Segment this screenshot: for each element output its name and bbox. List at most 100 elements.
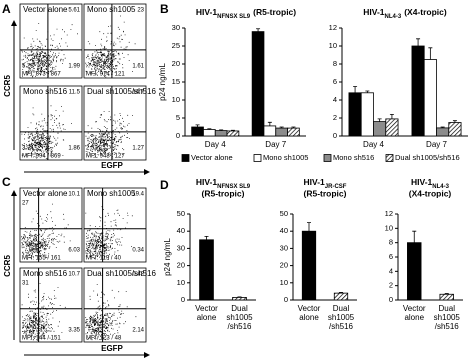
panel-label: B bbox=[160, 2, 169, 16]
label-line: alone bbox=[299, 313, 319, 322]
legend-swatch bbox=[385, 154, 394, 162]
x-tick-label: Day 4 bbox=[363, 140, 384, 149]
mfi-label: MFI: 155 / 161 bbox=[22, 256, 61, 262]
y-tick-label: 6 bbox=[389, 252, 393, 261]
label-line: Vector bbox=[403, 304, 426, 313]
quadrant-percent: 1.27 bbox=[132, 146, 144, 152]
error-bar bbox=[428, 47, 433, 60]
label-line: /sh516 bbox=[435, 322, 460, 331]
mfi-label: MFI: 144 / 151 bbox=[22, 336, 61, 342]
y-tick-label: 0 bbox=[181, 295, 185, 304]
quadrant-percent: 10.1 bbox=[68, 192, 80, 198]
error-bar bbox=[353, 86, 358, 93]
legend-swatch bbox=[181, 154, 190, 162]
quadrant-percent: 2.52 bbox=[86, 146, 98, 152]
y-tick-label: 6 bbox=[333, 77, 337, 86]
error-bar bbox=[307, 222, 311, 232]
label-line: Dual bbox=[231, 304, 248, 313]
axis-label: EGFP bbox=[101, 161, 123, 170]
bar bbox=[275, 127, 288, 137]
error-bar bbox=[195, 124, 200, 127]
axis-label: CCR5 bbox=[3, 75, 12, 97]
label-line: sh1005 bbox=[434, 313, 461, 322]
bar bbox=[348, 92, 362, 137]
y-tick-label: 20 bbox=[172, 59, 180, 68]
y-tick-label: 10 bbox=[177, 278, 185, 287]
label-line: Vector bbox=[195, 304, 218, 313]
label-line: alone bbox=[404, 313, 424, 322]
y-tick-label: 10 bbox=[280, 278, 288, 287]
legend-label: Dual sh1005/sh516 bbox=[395, 153, 460, 162]
y-tick-label: 20 bbox=[280, 261, 288, 270]
plot-title: Mono sh516 bbox=[23, 269, 68, 278]
y-tick-label: 8 bbox=[389, 238, 393, 247]
error-bar bbox=[444, 293, 449, 295]
y-tick-label: 30 bbox=[177, 243, 185, 252]
title-suffix: (R5-tropic) bbox=[253, 7, 296, 17]
title-main: HIV-1 bbox=[196, 177, 218, 187]
axis-label: EGFP bbox=[101, 344, 123, 353]
dot-cloud bbox=[21, 203, 71, 261]
legend-label: Vector alone bbox=[191, 153, 233, 162]
bar bbox=[226, 130, 240, 137]
bar bbox=[373, 121, 387, 137]
bar bbox=[411, 45, 425, 137]
chart-title: HIV-1NFNSX SL9 (R5-tropic) bbox=[196, 7, 296, 19]
dot-cloud bbox=[85, 284, 137, 341]
arrow-head bbox=[144, 169, 150, 175]
error-bar bbox=[365, 90, 370, 93]
chart-title: (R5-tropic) bbox=[304, 188, 347, 198]
y-axis-label: p24 ng/mL bbox=[158, 63, 167, 101]
y-tick-label: 8 bbox=[333, 59, 337, 68]
error-bar bbox=[237, 296, 242, 298]
y-tick-label: 20 bbox=[177, 261, 185, 270]
y-tick-label: 40 bbox=[280, 226, 288, 235]
dot-cloud bbox=[85, 15, 136, 78]
title-main: HIV-1 bbox=[363, 7, 385, 17]
quadrant-percent: 2.14 bbox=[132, 328, 144, 334]
panel-label: A bbox=[2, 2, 11, 16]
bar bbox=[439, 293, 454, 301]
dot-cloud bbox=[21, 105, 72, 160]
axis-label: CCR5 bbox=[3, 255, 12, 277]
title-main: HIV-1 bbox=[196, 7, 218, 17]
quadrant-percent: 0.42 bbox=[132, 272, 144, 278]
y-tick-label: 10 bbox=[329, 41, 337, 50]
plot-title: Dual sh1005/sh516 bbox=[87, 87, 156, 96]
label-line: /sh516 bbox=[329, 322, 354, 331]
quadrant-percent: 1.61 bbox=[132, 64, 144, 70]
legend-label: Mono sh1005 bbox=[263, 153, 308, 162]
x-tick-label: Dual sh1005/sh516 bbox=[226, 304, 253, 331]
title-subscript: JR-CSF bbox=[325, 184, 347, 190]
label-line: Dual bbox=[333, 304, 350, 313]
panel-label: C bbox=[2, 175, 11, 189]
bar bbox=[301, 230, 317, 301]
bar bbox=[263, 125, 277, 137]
title-subscript: NFNSX SL9 bbox=[217, 184, 251, 190]
error-bar bbox=[452, 120, 457, 123]
y-tick-label: 0 bbox=[333, 131, 337, 140]
plot-title: Mono sh516 bbox=[23, 87, 68, 96]
title-subscript: NL4-3 bbox=[432, 184, 449, 190]
plot-title: Vector alone bbox=[23, 5, 68, 14]
quadrant-percent: 1.99 bbox=[68, 64, 80, 70]
quadrant-percent: 23 bbox=[137, 8, 144, 14]
chart-title: (R5-tropic) bbox=[202, 188, 245, 198]
chart-title: HIV-1NL4-3 bbox=[411, 177, 450, 189]
panel-label: D bbox=[160, 178, 169, 192]
bar bbox=[407, 242, 422, 301]
y-tick-label: 0 bbox=[389, 295, 393, 304]
x-tick-label: Day 7 bbox=[265, 140, 286, 149]
label-line: Dual bbox=[439, 304, 456, 313]
x-tick-label: Day 7 bbox=[426, 140, 447, 149]
x-tick-label: Vector alone bbox=[403, 304, 426, 322]
quadrant-percent: 1.86 bbox=[68, 146, 80, 152]
legend-swatch bbox=[323, 154, 332, 162]
bar bbox=[232, 297, 247, 301]
error-bar bbox=[267, 121, 272, 126]
chart-title: HIV-1JR-CSF bbox=[304, 177, 347, 189]
label-line: alone bbox=[197, 313, 217, 322]
error-bar bbox=[204, 235, 209, 240]
